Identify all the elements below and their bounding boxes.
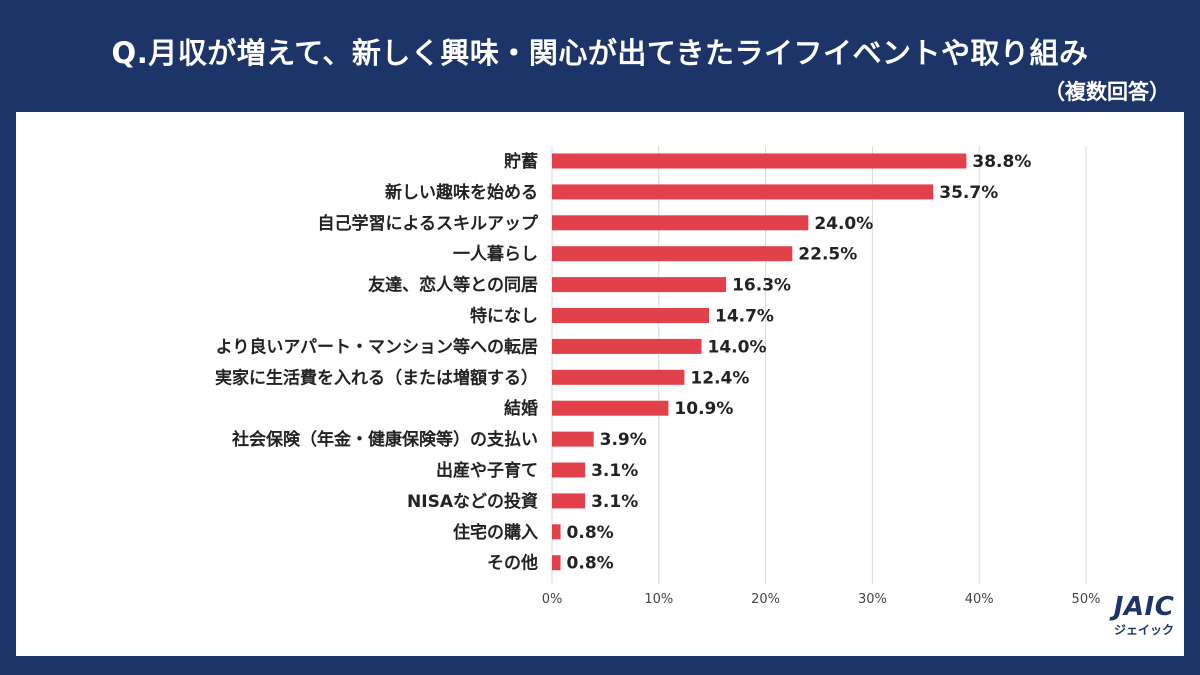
category-label: NISAなどの投資 (407, 491, 538, 512)
data-label: 16.3% (732, 276, 791, 296)
category-label: 実家に生活費を入れる（または増額する） (215, 367, 538, 388)
x-tick-label: 20% (751, 592, 780, 607)
data-label: 14.7% (715, 307, 774, 327)
x-tick-label: 30% (858, 592, 887, 607)
chart-panel: 0% 10% 20% 30% 40% 50% 貯蓄 38.8% 新しい趣味を始める 35.7% 自己… (16, 112, 1184, 656)
bar (552, 400, 669, 416)
category-label: 一人暮らし (453, 244, 538, 265)
category-label: その他 (487, 553, 538, 574)
category-label: 住宅の購入 (453, 522, 538, 543)
bar (552, 277, 727, 293)
bar-chart: 0% 10% 20% 30% 40% 50% 貯蓄 38.8% 新しい趣味を始める 35.7% 自己… (215, 146, 1101, 607)
chart-title: Q.月収が増えて、新しく興味・関心が出てきたライフイベントや取り組み (111, 36, 1089, 70)
bar (552, 493, 586, 509)
category-label: 新しい趣味を始める (385, 182, 538, 203)
category-label: 社会保険（年金・健康保険等）の支払い (231, 429, 538, 450)
data-label: 14.0% (708, 337, 767, 357)
bar (552, 153, 967, 169)
data-label: 3.9% (600, 430, 647, 450)
x-tick-label: 50% (1072, 592, 1101, 607)
x-tick-label: 10% (644, 592, 673, 607)
data-label: 12.4% (690, 368, 749, 388)
x-tick-label: 0% (542, 592, 563, 607)
bar (552, 184, 934, 200)
data-label: 24.0% (814, 214, 873, 234)
data-label: 22.5% (798, 245, 857, 265)
category-label: 貯蓄 (504, 151, 538, 172)
data-label: 10.9% (674, 399, 733, 419)
bar (552, 215, 809, 231)
bar (552, 524, 561, 540)
data-label: 3.1% (591, 461, 638, 481)
bar (552, 308, 709, 323)
category-label: より良いアパート・マンション等への転居 (216, 336, 538, 357)
bar (552, 246, 793, 262)
jaic-logo: JAIC ジェイック (1104, 592, 1184, 652)
category-label: 結婚 (504, 398, 538, 419)
chart-subtitle: （複数回答） (1044, 80, 1170, 104)
bar (552, 555, 561, 571)
bar (552, 462, 586, 478)
category-label: 友達、恋人等との同居 (368, 275, 538, 296)
bar (552, 431, 594, 447)
x-tick-label: 40% (965, 592, 994, 607)
logo-subtext: ジェイック (1113, 623, 1174, 637)
bar (552, 369, 685, 385)
data-label: 35.7% (939, 183, 998, 203)
category-label: 自己学習によるスキルアップ (318, 213, 539, 234)
bar (552, 338, 702, 354)
data-label: 38.8% (972, 152, 1031, 172)
logo-text: JAIC (1113, 592, 1175, 622)
data-label: 3.1% (591, 492, 638, 512)
data-label: 0.8% (567, 523, 614, 543)
data-label: 0.8% (567, 554, 614, 574)
category-label: 特になし (470, 306, 538, 327)
category-label: 出産や子育て (436, 460, 538, 481)
